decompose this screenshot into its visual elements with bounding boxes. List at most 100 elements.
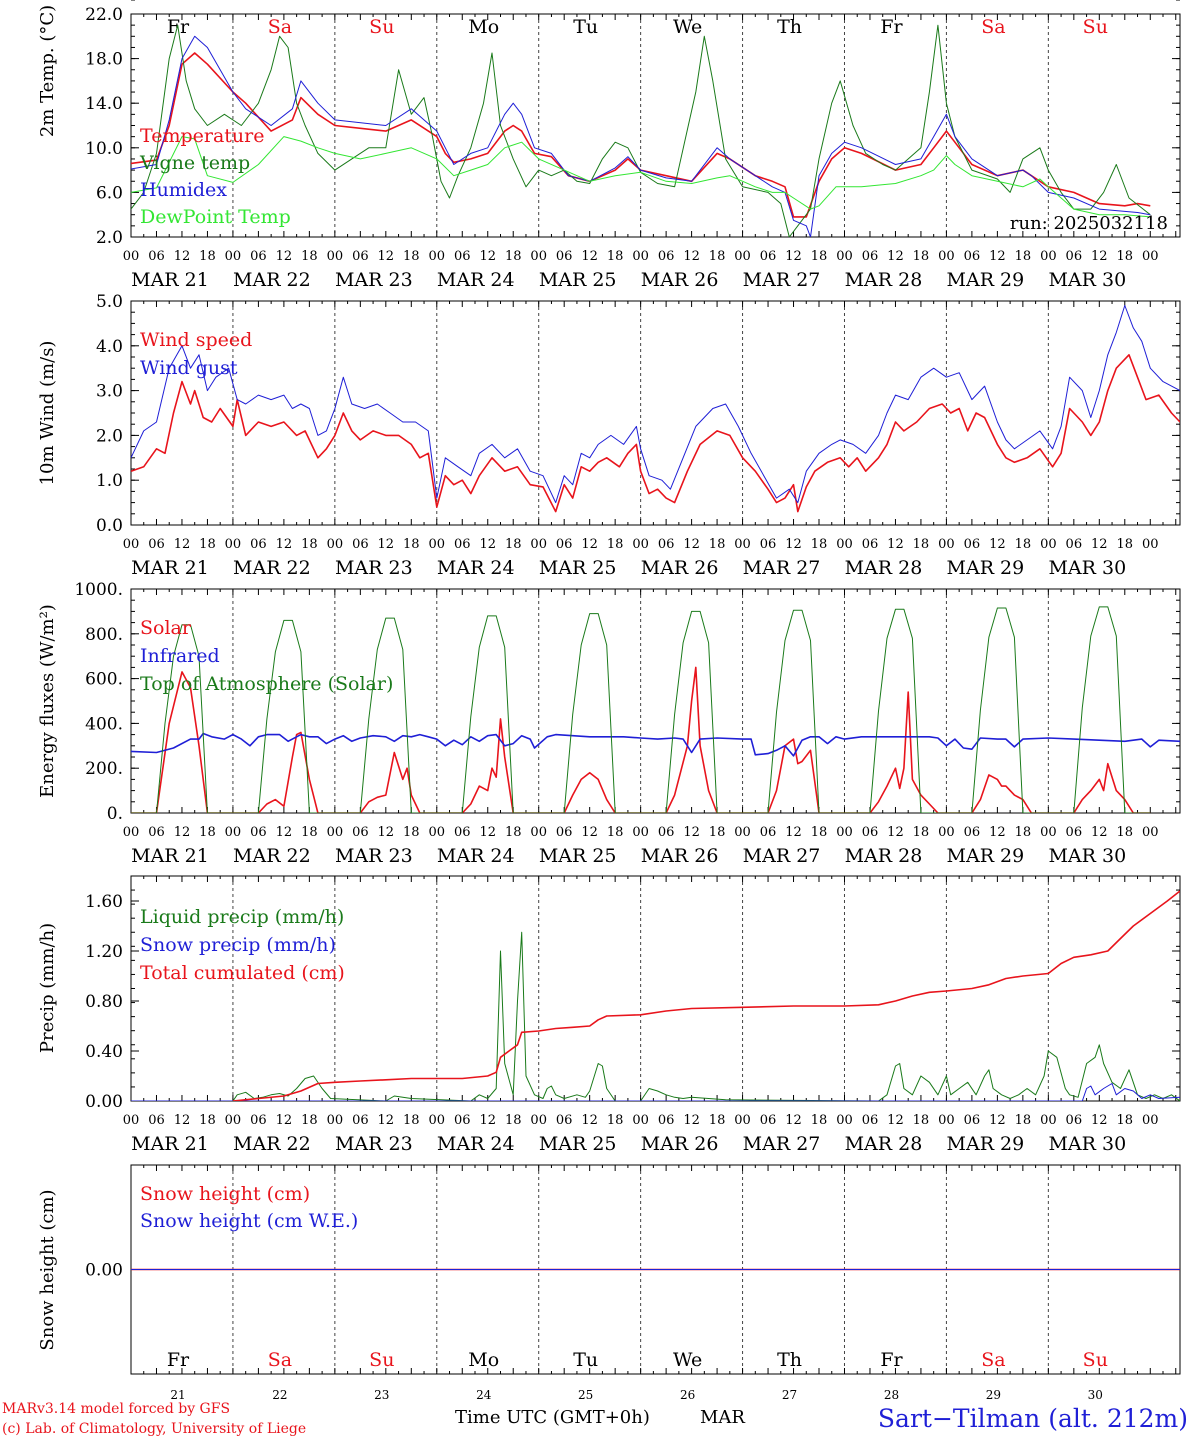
series-line-top-of-atmosphere-solar bbox=[131, 606, 1151, 813]
hour-tick-label: 00 bbox=[836, 1113, 853, 1128]
date-label: MAR 21 bbox=[131, 1133, 209, 1155]
legend-entry: Vigne temp bbox=[139, 152, 250, 174]
hour-tick-label: 06 bbox=[556, 1113, 573, 1128]
hour-tick-label: 18 bbox=[1117, 537, 1134, 552]
weekday-label: Tu bbox=[573, 1349, 598, 1371]
hour-tick-label: 06 bbox=[964, 537, 981, 552]
day-number-label: 26 bbox=[680, 1388, 695, 1402]
hour-tick-label: 00 bbox=[123, 825, 140, 840]
hour-tick-label: 12 bbox=[479, 249, 496, 264]
hour-tick-label: 12 bbox=[785, 1113, 802, 1128]
hour-tick-label: 06 bbox=[658, 249, 675, 264]
date-label: MAR 26 bbox=[641, 1133, 719, 1155]
date-label: MAR 23 bbox=[335, 1133, 413, 1155]
y-tick-label: 400. bbox=[85, 714, 123, 734]
month-label: MAR bbox=[700, 1407, 745, 1428]
hour-tick-label: 00 bbox=[123, 537, 140, 552]
hour-tick-label: 12 bbox=[581, 537, 598, 552]
y-tick-label: 10.0 bbox=[85, 139, 123, 159]
hour-tick-label: 18 bbox=[913, 537, 930, 552]
hour-tick-label: 06 bbox=[556, 249, 573, 264]
hour-tick-label: 00 bbox=[1040, 249, 1057, 264]
day-number-label: 29 bbox=[986, 1388, 1001, 1402]
weekday-label: We bbox=[673, 16, 702, 38]
date-label: MAR 28 bbox=[845, 557, 923, 579]
hour-tick-label: 00 bbox=[1040, 825, 1057, 840]
date-label: MAR 21 bbox=[131, 557, 209, 579]
date-label: MAR 30 bbox=[1048, 1133, 1126, 1155]
legend-entry: Snow precip (mm/h) bbox=[140, 934, 336, 956]
hour-tick-label: 06 bbox=[148, 825, 165, 840]
hour-tick-label: 06 bbox=[862, 825, 879, 840]
hour-tick-label: 12 bbox=[1091, 249, 1108, 264]
y-axis-label: 10m Wind (m/s) bbox=[37, 341, 58, 486]
hour-tick-label: 06 bbox=[862, 1113, 879, 1128]
hour-tick-label: 18 bbox=[811, 249, 828, 264]
hour-tick-label: 06 bbox=[454, 249, 471, 264]
hour-tick-label: 06 bbox=[148, 1113, 165, 1128]
date-label: MAR 28 bbox=[845, 1133, 923, 1155]
hour-tick-label: 18 bbox=[199, 1113, 216, 1128]
hour-tick-label: 00 bbox=[225, 249, 242, 264]
y-tick-label: 0.40 bbox=[85, 1042, 123, 1062]
y-tick-label: 6.0 bbox=[96, 183, 123, 203]
hour-tick-label: 00 bbox=[327, 537, 344, 552]
series-line-wind-speed bbox=[131, 354, 1180, 513]
hour-tick-label: 12 bbox=[683, 1113, 700, 1128]
run-label: run: 2025032118 bbox=[1010, 213, 1168, 234]
hour-tick-label: 18 bbox=[505, 1113, 522, 1128]
hour-tick-label: 12 bbox=[683, 825, 700, 840]
date-label: MAR 29 bbox=[947, 1133, 1025, 1155]
hour-tick-label: 06 bbox=[556, 537, 573, 552]
hour-tick-label: 00 bbox=[530, 1113, 547, 1128]
hour-tick-label: 12 bbox=[174, 825, 191, 840]
weekday-label: Tu bbox=[573, 16, 598, 38]
hour-tick-label: 12 bbox=[479, 825, 496, 840]
hour-tick-label: 06 bbox=[556, 825, 573, 840]
weekday-label: We bbox=[673, 1349, 702, 1371]
hour-tick-label: 00 bbox=[938, 825, 955, 840]
weekday-label: Sa bbox=[268, 16, 292, 38]
hour-tick-label: 18 bbox=[709, 1113, 726, 1128]
hour-tick-label: 18 bbox=[709, 825, 726, 840]
hour-tick-label: 18 bbox=[301, 1113, 318, 1128]
hour-tick-label: 06 bbox=[352, 825, 369, 840]
weekday-label: Mo bbox=[468, 16, 499, 38]
series-group bbox=[131, 606, 1180, 813]
day-number-label: 25 bbox=[578, 1388, 593, 1402]
date-label: MAR 25 bbox=[539, 1133, 617, 1155]
legend-entry: Solar bbox=[140, 617, 192, 639]
hour-tick-label: 06 bbox=[1066, 1113, 1083, 1128]
hour-tick-label: 12 bbox=[378, 537, 395, 552]
hour-tick-label: 18 bbox=[607, 1113, 624, 1128]
hour-tick-label: 06 bbox=[964, 1113, 981, 1128]
weekday-label: Mo bbox=[468, 1349, 499, 1371]
hour-tick-label: 00 bbox=[530, 825, 547, 840]
hour-tick-label: 18 bbox=[1015, 825, 1032, 840]
hour-tick-label: 18 bbox=[301, 249, 318, 264]
hour-tick-label: 06 bbox=[352, 249, 369, 264]
hour-tick-label: 12 bbox=[785, 537, 802, 552]
date-label: MAR 28 bbox=[845, 845, 923, 867]
date-label: MAR 23 bbox=[335, 845, 413, 867]
hour-tick-label: 06 bbox=[352, 1113, 369, 1128]
hour-tick-label: 18 bbox=[403, 537, 420, 552]
date-label: MAR 24 bbox=[437, 1133, 515, 1155]
date-label: MAR 22 bbox=[233, 557, 311, 579]
hour-tick-label: 12 bbox=[378, 825, 395, 840]
day-number-label: 28 bbox=[884, 1388, 899, 1402]
hour-tick-label: 18 bbox=[811, 1113, 828, 1128]
hour-tick-label: 00 bbox=[734, 537, 751, 552]
date-label: MAR 23 bbox=[335, 269, 413, 291]
legend-entry: Top of Atmosphere (Solar) bbox=[140, 673, 393, 695]
weekday-label: Su bbox=[1083, 1349, 1108, 1371]
weekday-label: Fr bbox=[167, 1349, 190, 1371]
hour-tick-label: 00 bbox=[734, 1113, 751, 1128]
series-line-infrared bbox=[131, 732, 1180, 757]
date-label: MAR 22 bbox=[233, 1133, 311, 1155]
y-tick-label: 0.00 bbox=[85, 1261, 123, 1281]
legend-entry: Humidex bbox=[140, 179, 227, 201]
legend-entry: Wind speed bbox=[140, 329, 252, 351]
energy-flux-panel: 0. 200. 400. 600. 800. 1000. Energy fluxes (W/… bbox=[37, 580, 1181, 867]
